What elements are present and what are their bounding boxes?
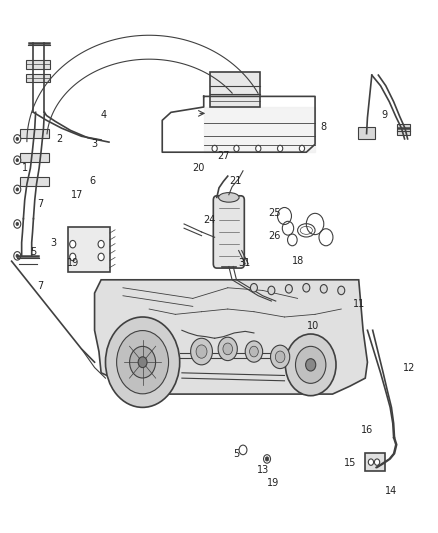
Bar bbox=[25, 60, 49, 69]
Text: 5: 5 bbox=[233, 449, 240, 458]
Bar bbox=[25, 74, 49, 82]
Text: 3: 3 bbox=[50, 238, 56, 247]
Text: 4: 4 bbox=[100, 110, 106, 120]
Text: 1: 1 bbox=[21, 163, 28, 173]
Circle shape bbox=[256, 146, 261, 152]
Circle shape bbox=[276, 351, 285, 363]
Text: 25: 25 bbox=[268, 208, 281, 219]
FancyBboxPatch shape bbox=[213, 196, 244, 268]
Text: 7: 7 bbox=[37, 281, 43, 291]
Text: 24: 24 bbox=[203, 215, 215, 225]
Circle shape bbox=[239, 445, 247, 455]
Circle shape bbox=[306, 359, 316, 371]
Text: 16: 16 bbox=[361, 425, 374, 435]
Text: 19: 19 bbox=[67, 258, 79, 268]
Circle shape bbox=[223, 343, 233, 355]
Text: 15: 15 bbox=[344, 458, 356, 468]
Circle shape bbox=[265, 457, 269, 461]
Circle shape bbox=[374, 459, 380, 465]
Text: 11: 11 bbox=[353, 298, 365, 309]
Circle shape bbox=[268, 286, 275, 295]
Text: 3: 3 bbox=[92, 139, 98, 149]
Circle shape bbox=[191, 338, 212, 365]
Circle shape bbox=[16, 254, 18, 257]
Text: 18: 18 bbox=[291, 256, 304, 266]
Circle shape bbox=[286, 285, 292, 293]
Text: 13: 13 bbox=[257, 465, 269, 474]
Text: 14: 14 bbox=[385, 486, 398, 496]
Circle shape bbox=[16, 138, 18, 141]
Circle shape bbox=[16, 188, 18, 191]
Circle shape bbox=[70, 253, 76, 261]
Bar bbox=[68, 227, 110, 272]
Circle shape bbox=[14, 220, 21, 228]
Circle shape bbox=[14, 185, 21, 193]
Text: 7: 7 bbox=[37, 199, 43, 209]
Circle shape bbox=[70, 240, 76, 248]
Circle shape bbox=[196, 345, 207, 358]
Bar bbox=[365, 453, 385, 471]
Circle shape bbox=[264, 455, 271, 463]
Text: 31: 31 bbox=[238, 258, 251, 268]
Circle shape bbox=[218, 337, 237, 361]
Bar bbox=[358, 127, 375, 139]
Circle shape bbox=[14, 252, 21, 260]
Circle shape bbox=[320, 285, 327, 293]
Circle shape bbox=[245, 341, 263, 362]
Circle shape bbox=[368, 459, 374, 465]
Text: 20: 20 bbox=[192, 163, 204, 173]
Text: 27: 27 bbox=[217, 151, 230, 161]
Text: 26: 26 bbox=[268, 231, 281, 241]
Circle shape bbox=[299, 146, 304, 152]
Circle shape bbox=[212, 146, 217, 152]
Text: 21: 21 bbox=[230, 176, 242, 187]
Circle shape bbox=[16, 222, 18, 225]
Circle shape bbox=[234, 146, 239, 152]
Circle shape bbox=[14, 135, 21, 143]
Circle shape bbox=[106, 317, 180, 407]
Text: 12: 12 bbox=[403, 362, 415, 373]
Circle shape bbox=[117, 330, 169, 394]
Ellipse shape bbox=[219, 192, 239, 202]
Circle shape bbox=[286, 334, 336, 395]
Polygon shape bbox=[95, 280, 367, 394]
Circle shape bbox=[98, 240, 104, 248]
Text: 17: 17 bbox=[71, 190, 83, 200]
Bar bbox=[397, 124, 410, 135]
Circle shape bbox=[296, 346, 326, 383]
Text: 8: 8 bbox=[321, 122, 327, 132]
Circle shape bbox=[303, 284, 310, 292]
Circle shape bbox=[271, 345, 290, 368]
Text: 10: 10 bbox=[307, 321, 319, 331]
Circle shape bbox=[16, 159, 18, 162]
Text: 5: 5 bbox=[30, 247, 36, 257]
Circle shape bbox=[278, 146, 283, 152]
Text: 6: 6 bbox=[89, 176, 95, 187]
Circle shape bbox=[98, 253, 104, 261]
Circle shape bbox=[250, 346, 258, 357]
Text: 9: 9 bbox=[382, 110, 388, 120]
Circle shape bbox=[14, 156, 21, 165]
Circle shape bbox=[138, 357, 147, 368]
Circle shape bbox=[251, 284, 258, 292]
FancyBboxPatch shape bbox=[210, 72, 261, 107]
Circle shape bbox=[338, 286, 345, 295]
Text: 2: 2 bbox=[57, 134, 63, 144]
Bar bbox=[20, 177, 49, 185]
Bar bbox=[20, 154, 49, 162]
Bar bbox=[20, 130, 49, 138]
Text: 19: 19 bbox=[268, 479, 280, 488]
Circle shape bbox=[130, 346, 155, 378]
